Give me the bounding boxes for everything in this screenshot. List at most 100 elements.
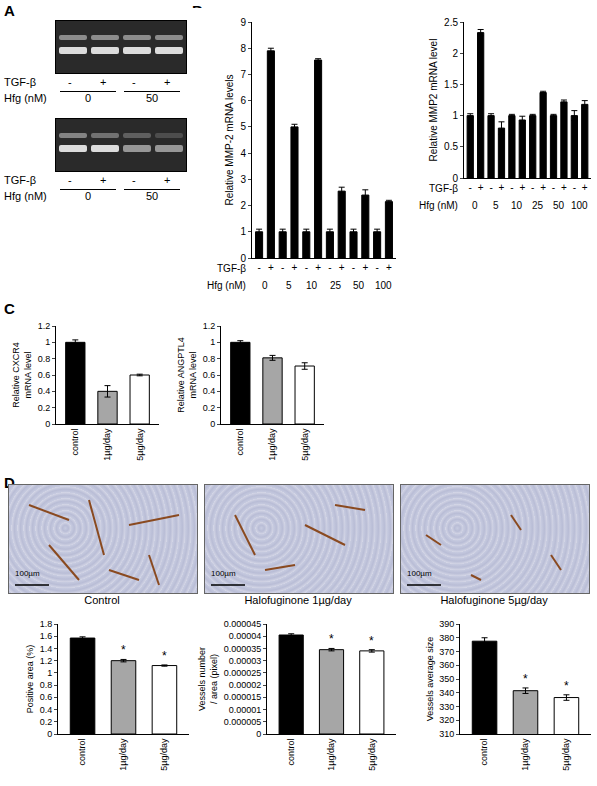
svg-text:+: + <box>268 262 274 273</box>
svg-text:3: 3 <box>240 174 246 185</box>
svg-text:+: + <box>540 182 546 193</box>
svg-text:0.00004: 0.00004 <box>229 631 262 641</box>
svg-text:TGF-β: TGF-β <box>217 263 246 274</box>
svg-text:5: 5 <box>286 280 292 291</box>
svg-text:*: * <box>162 649 167 663</box>
svg-text:*: * <box>369 634 374 648</box>
svg-text:0.2: 0.2 <box>38 403 51 413</box>
svg-text:control: control <box>70 429 80 456</box>
svg-text:Vessels number/ area (pixel): Vessels number/ area (pixel) <box>197 647 219 711</box>
svg-text:1µg/day: 1µg/day <box>326 738 336 771</box>
svg-text:0.6: 0.6 <box>203 370 216 380</box>
svg-text:5µg/day: 5µg/day <box>561 738 571 771</box>
svg-text:6: 6 <box>240 95 246 106</box>
svg-text:5: 5 <box>493 200 499 211</box>
svg-text:10: 10 <box>511 200 523 211</box>
svg-text:1µg/day: 1µg/day <box>118 738 128 771</box>
svg-text:0: 0 <box>210 419 215 429</box>
svg-text:2: 2 <box>452 48 458 59</box>
svg-text:0: 0 <box>45 419 50 429</box>
svg-text:0.000045: 0.000045 <box>224 619 262 629</box>
svg-text:+: + <box>362 262 368 273</box>
svg-text:0: 0 <box>452 173 458 184</box>
svg-text:1µg/day: 1µg/day <box>520 738 530 771</box>
svg-text:8: 8 <box>240 43 246 54</box>
svg-text:*: * <box>523 672 528 686</box>
svg-text:1µg/day: 1µg/day <box>102 428 112 461</box>
svg-text:5µg/day: 5µg/day <box>135 428 145 461</box>
svg-text:1µg/day: 1µg/day <box>267 428 277 461</box>
svg-text:0: 0 <box>472 200 478 211</box>
svg-text:0.00002: 0.00002 <box>229 680 262 690</box>
svg-text:Vessels average size: Vessels average size <box>425 637 435 722</box>
svg-text:1.2: 1.2 <box>38 321 51 331</box>
svg-text:0.000015: 0.000015 <box>224 692 262 702</box>
svg-text:control: control <box>235 429 245 456</box>
svg-text:50: 50 <box>353 280 365 291</box>
svg-text:0.5: 0.5 <box>444 141 458 152</box>
svg-text:-: - <box>510 182 513 193</box>
svg-text:370: 370 <box>439 647 454 657</box>
svg-text:-: - <box>328 262 331 273</box>
svg-text:1.8: 1.8 <box>40 619 53 629</box>
svg-text:5µg/day: 5µg/day <box>159 738 169 771</box>
svg-text:+: + <box>292 262 298 273</box>
svg-text:*: * <box>121 643 126 657</box>
svg-text:control: control <box>479 739 489 766</box>
svg-text:310: 310 <box>439 729 454 739</box>
svg-text:340: 340 <box>439 688 454 698</box>
svg-text:Positive area (%): Positive area (%) <box>25 645 35 714</box>
svg-text:5µg/day: 5µg/day <box>300 428 310 461</box>
svg-text:Relative MMP-2 mRNA levels: Relative MMP-2 mRNA levels <box>224 74 235 205</box>
svg-text:25: 25 <box>532 200 544 211</box>
svg-text:Hfg (nM): Hfg (nM) <box>419 200 458 211</box>
svg-text:*: * <box>564 679 569 693</box>
svg-text:0.8: 0.8 <box>40 680 53 690</box>
svg-text:9: 9 <box>240 17 246 28</box>
svg-text:320: 320 <box>439 715 454 725</box>
svg-text:+: + <box>519 182 525 193</box>
svg-text:-: - <box>352 262 355 273</box>
svg-text:330: 330 <box>439 702 454 712</box>
svg-text:TGF-β: TGF-β <box>429 183 458 194</box>
svg-text:1.5: 1.5 <box>444 79 458 90</box>
svg-text:Relative MMP2 mRNA level: Relative MMP2 mRNA level <box>428 39 439 162</box>
svg-text:1: 1 <box>452 110 458 121</box>
svg-text:0.4: 0.4 <box>203 386 216 396</box>
svg-text:2: 2 <box>240 200 246 211</box>
svg-text:-: - <box>305 262 308 273</box>
svg-text:1.2: 1.2 <box>203 321 216 331</box>
svg-text:+: + <box>478 182 484 193</box>
svg-text:0.000025: 0.000025 <box>224 668 262 678</box>
svg-text:*: * <box>329 632 334 646</box>
svg-text:Relative CXCR4mRNA level: Relative CXCR4mRNA level <box>11 342 33 408</box>
svg-text:+: + <box>339 262 345 273</box>
svg-text:50: 50 <box>553 200 565 211</box>
svg-text:1.6: 1.6 <box>40 631 53 641</box>
svg-text:control: control <box>77 739 87 766</box>
svg-text:100: 100 <box>375 280 392 291</box>
svg-text:1: 1 <box>240 226 246 237</box>
svg-text:360: 360 <box>439 660 454 670</box>
svg-text:4: 4 <box>240 148 246 159</box>
svg-text:0.00001: 0.00001 <box>229 705 262 715</box>
svg-text:0.2: 0.2 <box>203 403 216 413</box>
svg-text:-: - <box>257 262 260 273</box>
svg-text:+: + <box>386 262 392 273</box>
svg-text:-: - <box>531 182 534 193</box>
svg-text:0.6: 0.6 <box>38 370 51 380</box>
svg-text:0.000005: 0.000005 <box>224 717 262 727</box>
svg-text:25: 25 <box>330 280 342 291</box>
svg-text:1: 1 <box>47 668 52 678</box>
svg-text:0: 0 <box>256 729 261 739</box>
svg-text:350: 350 <box>439 674 454 684</box>
svg-text:1: 1 <box>210 337 215 347</box>
svg-text:0.8: 0.8 <box>203 354 216 364</box>
svg-text:-: - <box>469 182 472 193</box>
svg-text:1.4: 1.4 <box>40 644 53 654</box>
svg-text:+: + <box>499 182 505 193</box>
svg-text:1.2: 1.2 <box>40 656 53 666</box>
svg-text:-: - <box>375 262 378 273</box>
svg-text:Hfg (nM): Hfg (nM) <box>207 280 246 291</box>
svg-text:-: - <box>489 182 492 193</box>
